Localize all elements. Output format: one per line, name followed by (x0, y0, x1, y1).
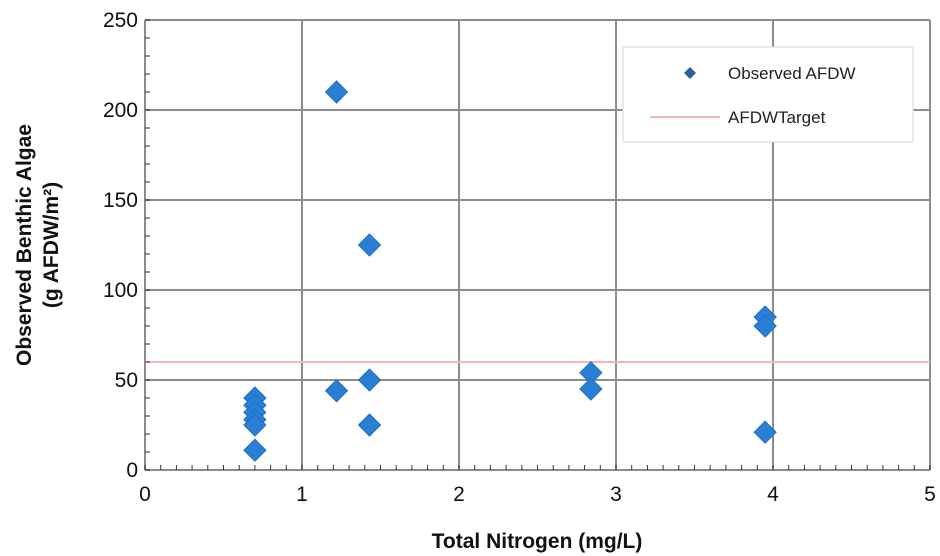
x-axis-title: Total Nitrogen (mg/L) (432, 530, 643, 553)
data-point (357, 368, 382, 392)
y-tick-label: 50 (115, 369, 138, 392)
legend-label-observed: Observed AFDW (728, 64, 856, 83)
y-tick-label: 200 (103, 99, 138, 122)
data-point (324, 379, 349, 403)
legend-marker-observed (684, 67, 696, 79)
minor-ticks (144, 19, 931, 471)
x-tick-label: 5 (924, 483, 936, 506)
x-tick-label: 3 (610, 483, 622, 506)
y-axis-title-line1: Observed Benthic Algae (13, 124, 36, 366)
data-point (579, 377, 603, 401)
y-tick-labels: 0 50 100 150 200 250 (103, 9, 138, 482)
y-tick-label: 150 (103, 189, 138, 212)
legend-box (622, 46, 914, 143)
x-tick-label: 0 (139, 483, 151, 506)
data-point (324, 80, 349, 104)
x-tick-labels: 0 1 2 3 4 5 (139, 483, 936, 506)
data-point (243, 413, 267, 437)
data-point (243, 438, 267, 462)
x-tick-label: 4 (767, 483, 779, 506)
y-tick-label: 250 (103, 9, 138, 32)
legend: Observed AFDW AFDWTarget (622, 46, 914, 143)
x-tick-label: 2 (453, 483, 465, 506)
data-point (753, 420, 777, 444)
data-point (357, 233, 382, 257)
data-points (243, 80, 777, 462)
legend-label-target: AFDWTarget (728, 108, 826, 127)
y-axis-title-line2: (g AFDW/m²) (40, 182, 63, 308)
y-tick-label: 100 (103, 279, 138, 302)
data-point (753, 314, 777, 338)
y-tick-label: 0 (126, 459, 138, 482)
data-point (357, 413, 382, 437)
x-tick-label: 1 (296, 483, 308, 506)
